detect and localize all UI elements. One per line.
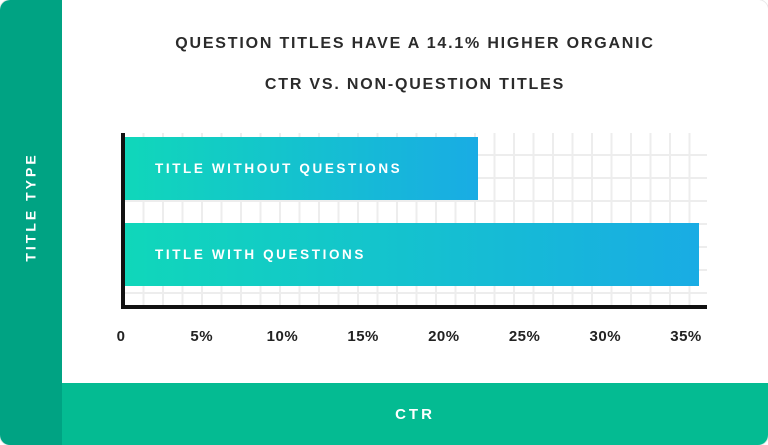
- plot-area: TITLE WITHOUT QUESTIONS TITLE WITH QUESTI…: [121, 133, 707, 309]
- chart-title-line2: CTR VS. NON-QUESTION TITLES: [264, 76, 566, 93]
- chart-title-line1: QUESTION TITLES HAVE A 14.1% HIGHER ORGA…: [175, 35, 655, 52]
- y-axis-band: TITLE TYPE: [0, 0, 62, 445]
- x-tick-label: 15%: [347, 328, 379, 345]
- chart-panel: QUESTION TITLES HAVE A 14.1% HIGHER ORGA…: [62, 0, 768, 383]
- x-tick-label: 20%: [428, 328, 460, 345]
- x-axis-tick-row: 0 5% 10% 15% 20% 25% 30% 35%: [117, 328, 707, 350]
- bar-title-without-questions: TITLE WITHOUT QUESTIONS: [125, 137, 478, 200]
- x-tick-label: 10%: [266, 328, 299, 345]
- chart-title: QUESTION TITLES HAVE A 14.1% HIGHER ORGA…: [62, 36, 768, 118]
- bar-label: TITLE WITHOUT QUESTIONS: [155, 161, 403, 176]
- bar-label: TITLE WITH QUESTIONS: [155, 247, 366, 262]
- x-tick-label: 5%: [190, 328, 214, 345]
- x-axis-title: CTR: [395, 405, 435, 423]
- x-tick-label: 25%: [508, 328, 541, 345]
- x-tick-label: 30%: [589, 328, 622, 345]
- x-tick-label: 35%: [670, 328, 702, 345]
- x-axis-band: CTR: [62, 383, 768, 445]
- x-tick-label: 0: [116, 328, 126, 345]
- y-axis-title: TITLE TYPE: [23, 151, 39, 262]
- bar-title-with-questions: TITLE WITH QUESTIONS: [125, 223, 699, 286]
